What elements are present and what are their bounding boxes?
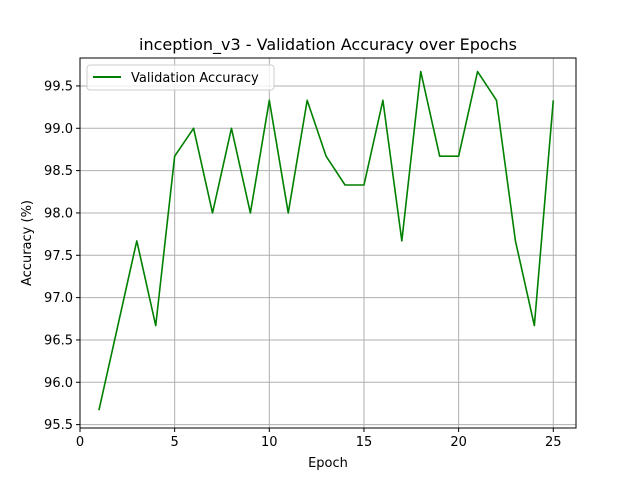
x-axis-label: Epoch (308, 456, 348, 471)
y-tick-label: 97.0 (44, 291, 73, 306)
plot-frame (79, 57, 577, 429)
chart-title: inception_v3 - Validation Accuracy over … (139, 35, 517, 55)
y-tick-label: 99.5 (44, 79, 73, 94)
y-tick-label: 97.5 (44, 249, 73, 264)
y-tick-label: 99.0 (44, 122, 73, 137)
series-lines (98, 70, 555, 411)
x-tick-label: 5 (171, 435, 179, 450)
y-tick-label: 98.5 (44, 164, 73, 179)
x-tick-label: 25 (545, 435, 562, 450)
series-line (98, 70, 555, 411)
legend: Validation Accuracy (86, 64, 275, 91)
y-tick-label: 98.0 (44, 206, 73, 221)
y-axis-label: Accuracy (%) (20, 200, 35, 286)
legend-label: Validation Accuracy (131, 71, 259, 86)
x-tick-label: 10 (261, 435, 278, 450)
grid (79, 58, 576, 428)
x-tick-label: 20 (450, 435, 467, 450)
y-tick-label: 96.0 (44, 376, 73, 391)
legend-box (86, 64, 275, 91)
ticks: 0 5 10 15 20 25 95.5 96.0 96.5 97.0 97.5 98.0 98.5 99… (44, 79, 562, 450)
y-tick-label: 96.5 (44, 333, 73, 348)
y-tick-label: 95.5 (44, 418, 73, 433)
x-tick-label: 0 (76, 435, 84, 450)
x-tick-label: 15 (356, 435, 373, 450)
